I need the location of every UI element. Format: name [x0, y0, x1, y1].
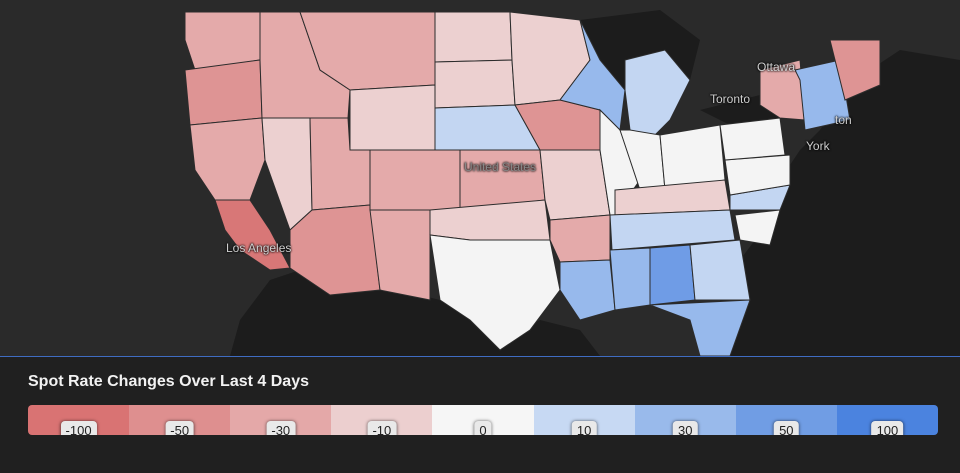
region-ar [549, 214, 611, 263]
region-la [559, 259, 616, 321]
legend-segment: -10 [331, 405, 433, 435]
region-me [829, 39, 881, 101]
legend-segment-label: -30 [266, 421, 296, 435]
region-wy [349, 84, 436, 151]
region-sd [434, 59, 516, 109]
region-ga [689, 239, 751, 301]
legend-segment: -100 [28, 405, 130, 435]
legend-segment: 10 [533, 405, 635, 435]
legend-segment: 50 [735, 405, 837, 435]
legend-title: Spot Rate Changes Over Last 4 Days [28, 373, 309, 390]
region-sc [734, 209, 781, 246]
region-az [289, 204, 381, 296]
region-ne-states [794, 59, 851, 131]
region-or [184, 59, 263, 126]
legend-segment-label: 50 [774, 421, 799, 435]
region-co [369, 149, 461, 211]
legend-segment: -50 [129, 405, 231, 435]
region-fl [649, 299, 751, 356]
map[interactable]: Ottawa Toronto ton York Los Angeles Unit… [0, 0, 960, 356]
region-mo [539, 149, 611, 221]
region-ca-south [214, 199, 291, 271]
region-nm [369, 209, 431, 301]
city-label-boston: ton [835, 113, 852, 127]
region-oh [659, 124, 726, 191]
legend-segment: -30 [230, 405, 332, 435]
legend-segment-label: -100 [60, 421, 97, 435]
legend-segment-label: -10 [367, 421, 397, 435]
legend-segment: 30 [634, 405, 736, 435]
city-label-united-states: United States [464, 160, 537, 174]
legend-color-scale: -100 -50 -30 -10 0 10 30 50 100 [28, 405, 938, 435]
region-ms [609, 247, 651, 311]
region-ny [759, 59, 806, 121]
legend-segment-label: 30 [672, 421, 698, 435]
city-label-toronto: Toronto [710, 92, 751, 106]
region-nd [434, 11, 513, 63]
region-al [649, 244, 696, 306]
region-tx [429, 234, 561, 351]
map-canvas [0, 0, 960, 356]
legend-segment-label: 0 [474, 421, 492, 435]
city-label-los-angeles: Los Angeles [226, 241, 292, 255]
legend-segment-label: 100 [871, 421, 904, 435]
legend-panel: Spot Rate Changes Over Last 4 Days -100-… [0, 356, 960, 473]
legend-segment-label: 10 [571, 421, 597, 435]
city-label-ottawa: Ottawa [757, 60, 796, 74]
legend-segment: 0 [432, 405, 534, 435]
legend-segment: 100 [836, 405, 938, 435]
region-pa [719, 117, 786, 161]
city-label-new-york: York [806, 139, 830, 153]
legend-segment-label: -50 [165, 421, 195, 435]
region-mi [624, 49, 691, 141]
